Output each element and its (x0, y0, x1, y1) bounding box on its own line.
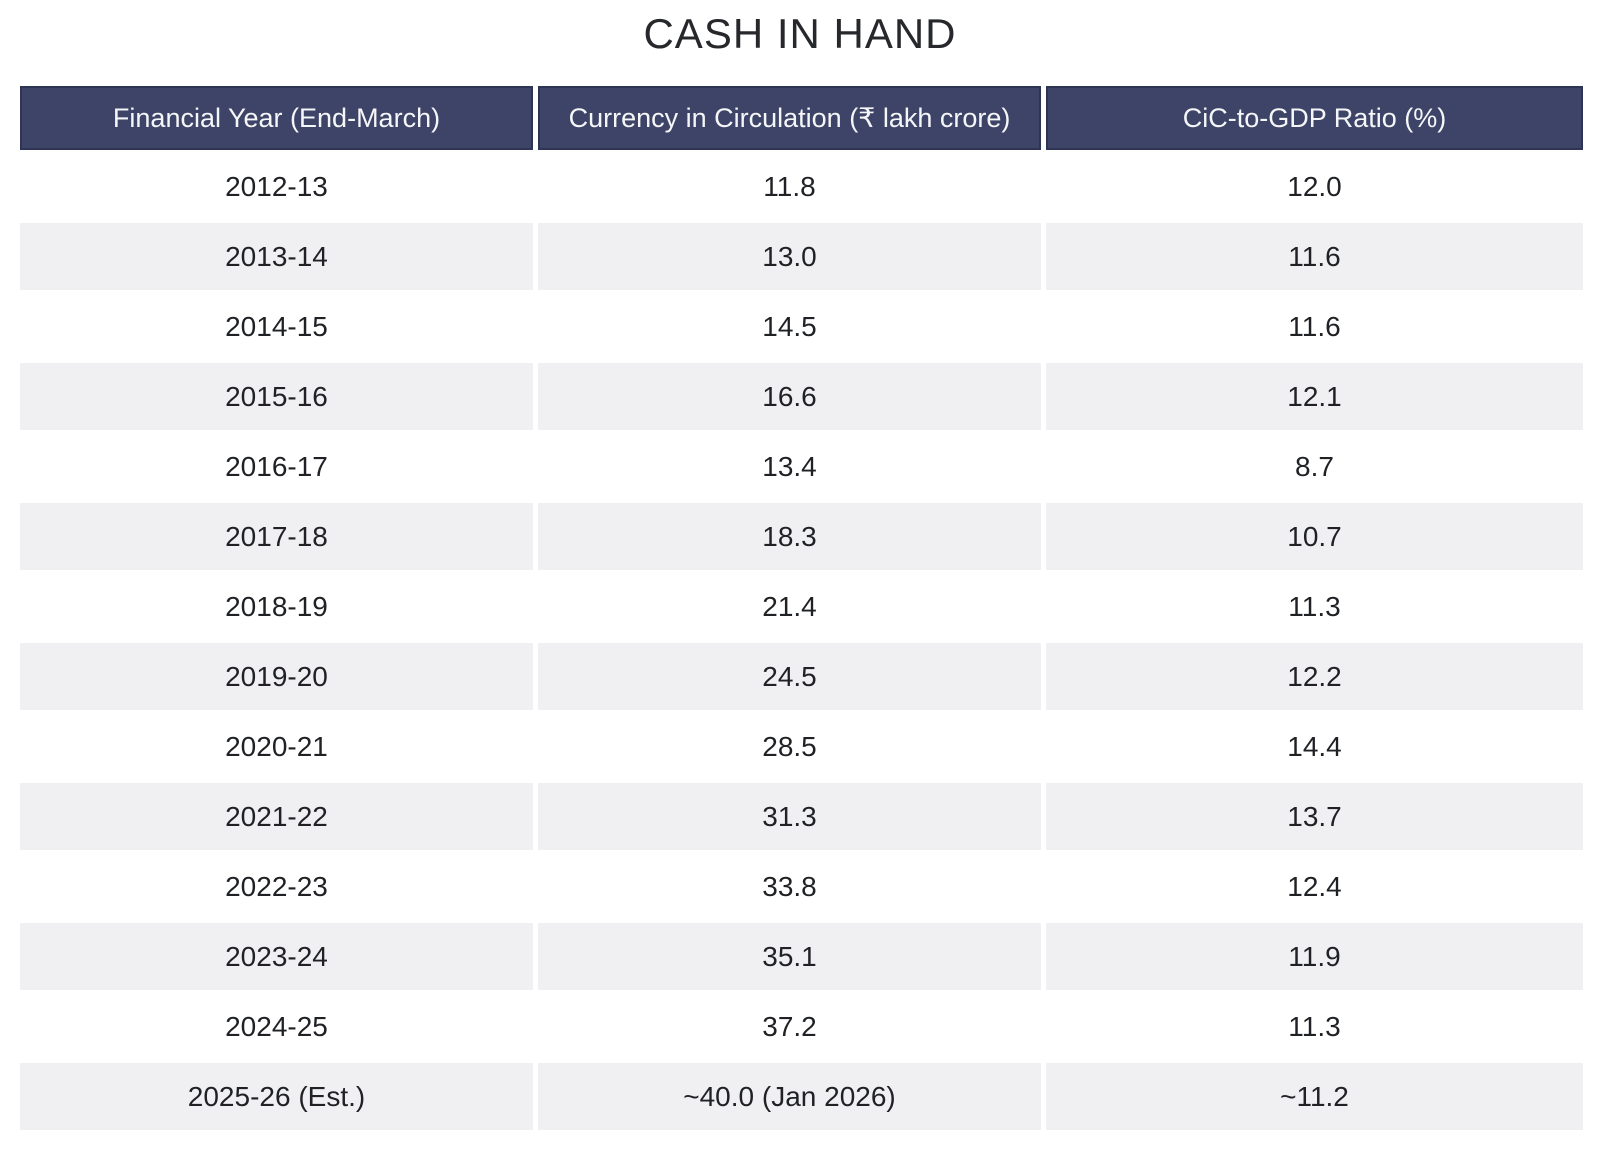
cell-currency-in-circulation: 24.5 (538, 643, 1041, 710)
column-header-cic-to-gdp-ratio: CiC-to-GDP Ratio (%) (1046, 86, 1583, 150)
cell-cic-to-gdp-ratio: 12.4 (1046, 853, 1583, 920)
cell-financial-year: 2020-21 (20, 713, 533, 780)
cell-financial-year: 2016-17 (20, 433, 533, 500)
cell-currency-in-circulation: 31.3 (538, 783, 1041, 850)
cell-cic-to-gdp-ratio: 8.7 (1046, 433, 1583, 500)
cell-financial-year: 2013-14 (20, 223, 533, 290)
cell-currency-in-circulation: 16.6 (538, 363, 1041, 430)
cell-cic-to-gdp-ratio: 11.9 (1046, 923, 1583, 990)
cell-currency-in-circulation: 13.4 (538, 433, 1041, 500)
cell-cic-to-gdp-ratio: 12.0 (1046, 153, 1583, 220)
cell-currency-in-circulation: 14.5 (538, 293, 1041, 360)
cell-financial-year: 2023-24 (20, 923, 533, 990)
cell-currency-in-circulation: 28.5 (538, 713, 1041, 780)
cell-financial-year: 2021-22 (20, 783, 533, 850)
cell-cic-to-gdp-ratio: 11.3 (1046, 993, 1583, 1060)
cell-currency-in-circulation: 13.0 (538, 223, 1041, 290)
cell-cic-to-gdp-ratio: 10.7 (1046, 503, 1583, 570)
cell-financial-year: 2022-23 (20, 853, 533, 920)
column-header-financial-year: Financial Year (End-March) (20, 86, 533, 150)
cell-financial-year: 2017-18 (20, 503, 533, 570)
page-title: CASH IN HAND (643, 10, 957, 57)
cell-cic-to-gdp-ratio: 11.6 (1046, 293, 1583, 360)
cell-currency-in-circulation: 18.3 (538, 503, 1041, 570)
cell-cic-to-gdp-ratio: 12.1 (1046, 363, 1583, 430)
cell-cic-to-gdp-ratio: ~11.2 (1046, 1063, 1583, 1130)
cell-cic-to-gdp-ratio: 13.7 (1046, 783, 1583, 850)
cell-currency-in-circulation: ~40.0 (Jan 2026) (538, 1063, 1041, 1130)
cell-financial-year: 2015-16 (20, 363, 533, 430)
cell-cic-to-gdp-ratio: 11.6 (1046, 223, 1583, 290)
column-header-currency-in-circulation: Currency in Circulation (₹ lakh crore) (538, 86, 1041, 150)
cell-financial-year: 2014-15 (20, 293, 533, 360)
cell-financial-year: 2019-20 (20, 643, 533, 710)
cell-currency-in-circulation: 21.4 (538, 573, 1041, 640)
cell-financial-year: 2025-26 (Est.) (20, 1063, 533, 1130)
cell-cic-to-gdp-ratio: 14.4 (1046, 713, 1583, 780)
cell-currency-in-circulation: 35.1 (538, 923, 1041, 990)
cell-financial-year: 2012-13 (20, 153, 533, 220)
cell-currency-in-circulation: 11.8 (538, 153, 1041, 220)
cell-cic-to-gdp-ratio: 11.3 (1046, 573, 1583, 640)
cell-cic-to-gdp-ratio: 12.2 (1046, 643, 1583, 710)
cell-financial-year: 2018-19 (20, 573, 533, 640)
cell-currency-in-circulation: 33.8 (538, 853, 1041, 920)
cash-in-hand-table: Financial Year (End-March) Currency in C… (20, 86, 1583, 1130)
cell-currency-in-circulation: 37.2 (538, 993, 1041, 1060)
cell-financial-year: 2024-25 (20, 993, 533, 1060)
